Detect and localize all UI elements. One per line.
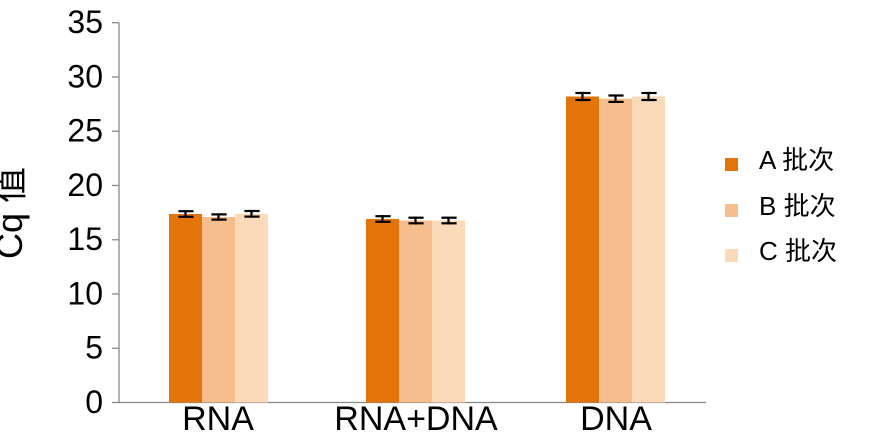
svg-text:35: 35 bbox=[67, 4, 103, 40]
svg-text:RNA: RNA bbox=[182, 400, 254, 438]
svg-text:15: 15 bbox=[67, 221, 103, 257]
svg-text:B 批次: B 批次 bbox=[759, 191, 836, 221]
svg-text:25: 25 bbox=[67, 113, 103, 149]
svg-text:0: 0 bbox=[85, 384, 103, 420]
svg-text:Cq 值: Cq 值 bbox=[0, 167, 30, 259]
svg-text:DNA: DNA bbox=[580, 400, 652, 438]
svg-text:A 批次: A 批次 bbox=[759, 145, 834, 175]
svg-text:10: 10 bbox=[67, 275, 103, 311]
svg-text:30: 30 bbox=[67, 58, 103, 94]
svg-text:5: 5 bbox=[85, 330, 103, 366]
svg-text:C 批次: C 批次 bbox=[759, 236, 837, 266]
svg-text:RNA+DNA: RNA+DNA bbox=[334, 400, 498, 438]
svg-text:20: 20 bbox=[67, 167, 103, 203]
